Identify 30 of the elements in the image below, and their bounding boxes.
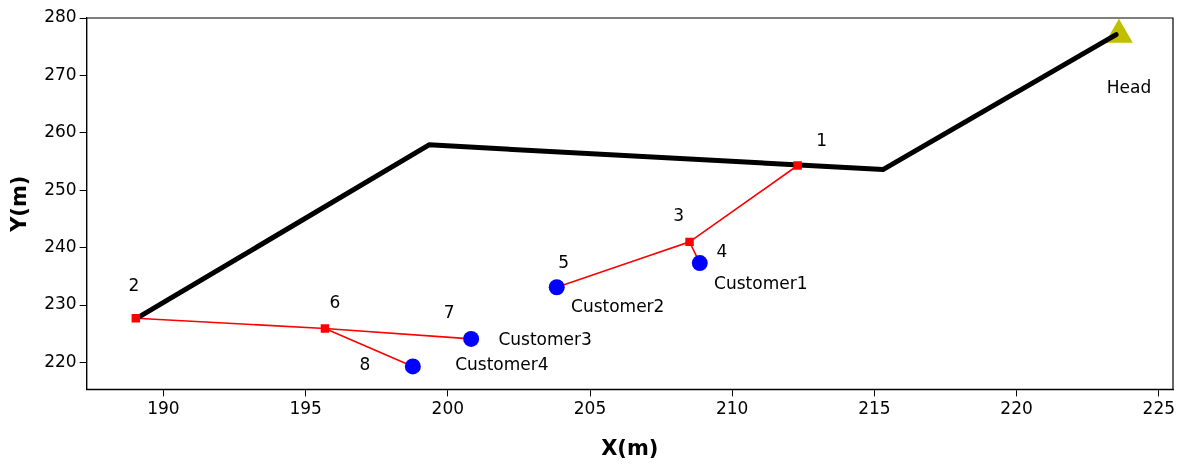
y-tick-label: 280 (44, 6, 77, 27)
x-axis-title: X(m) (601, 435, 659, 460)
annotation: 1 (816, 129, 828, 150)
x-tick-label: 190 (147, 398, 180, 419)
x-tick-label: 225 (1142, 398, 1176, 419)
x-tick-label: 220 (1000, 398, 1033, 419)
y-tick-label: 230 (44, 293, 77, 314)
annotation: 2 (128, 274, 140, 295)
annotation: Head (1106, 77, 1152, 98)
x-tick-label: 210 (715, 398, 749, 419)
annotation: 5 (558, 251, 570, 272)
annotation: 7 (443, 302, 455, 323)
y-tick-label: 220 (44, 350, 77, 371)
annotation: Customer1 (714, 272, 808, 293)
y-axis-title: Y(m) (7, 175, 32, 233)
annotation: Customer4 (455, 353, 549, 374)
annotation: 6 (329, 291, 341, 312)
y-tick-label: 240 (44, 236, 77, 257)
y-tick-label: 250 (44, 178, 77, 199)
annotation: 4 (716, 240, 728, 261)
annotation: 3 (673, 205, 684, 226)
y-tick-label: 260 (44, 121, 77, 142)
annotation: 8 (359, 353, 371, 374)
x-tick-label: 205 (573, 398, 607, 419)
x-tick-label: 195 (289, 398, 322, 419)
annotation: Customer2 (571, 295, 665, 316)
y-tick-label: 270 (44, 63, 77, 84)
x-tick-label: 200 (431, 398, 465, 419)
x-tick-label: 215 (858, 398, 891, 419)
annotation: Customer3 (498, 329, 592, 350)
